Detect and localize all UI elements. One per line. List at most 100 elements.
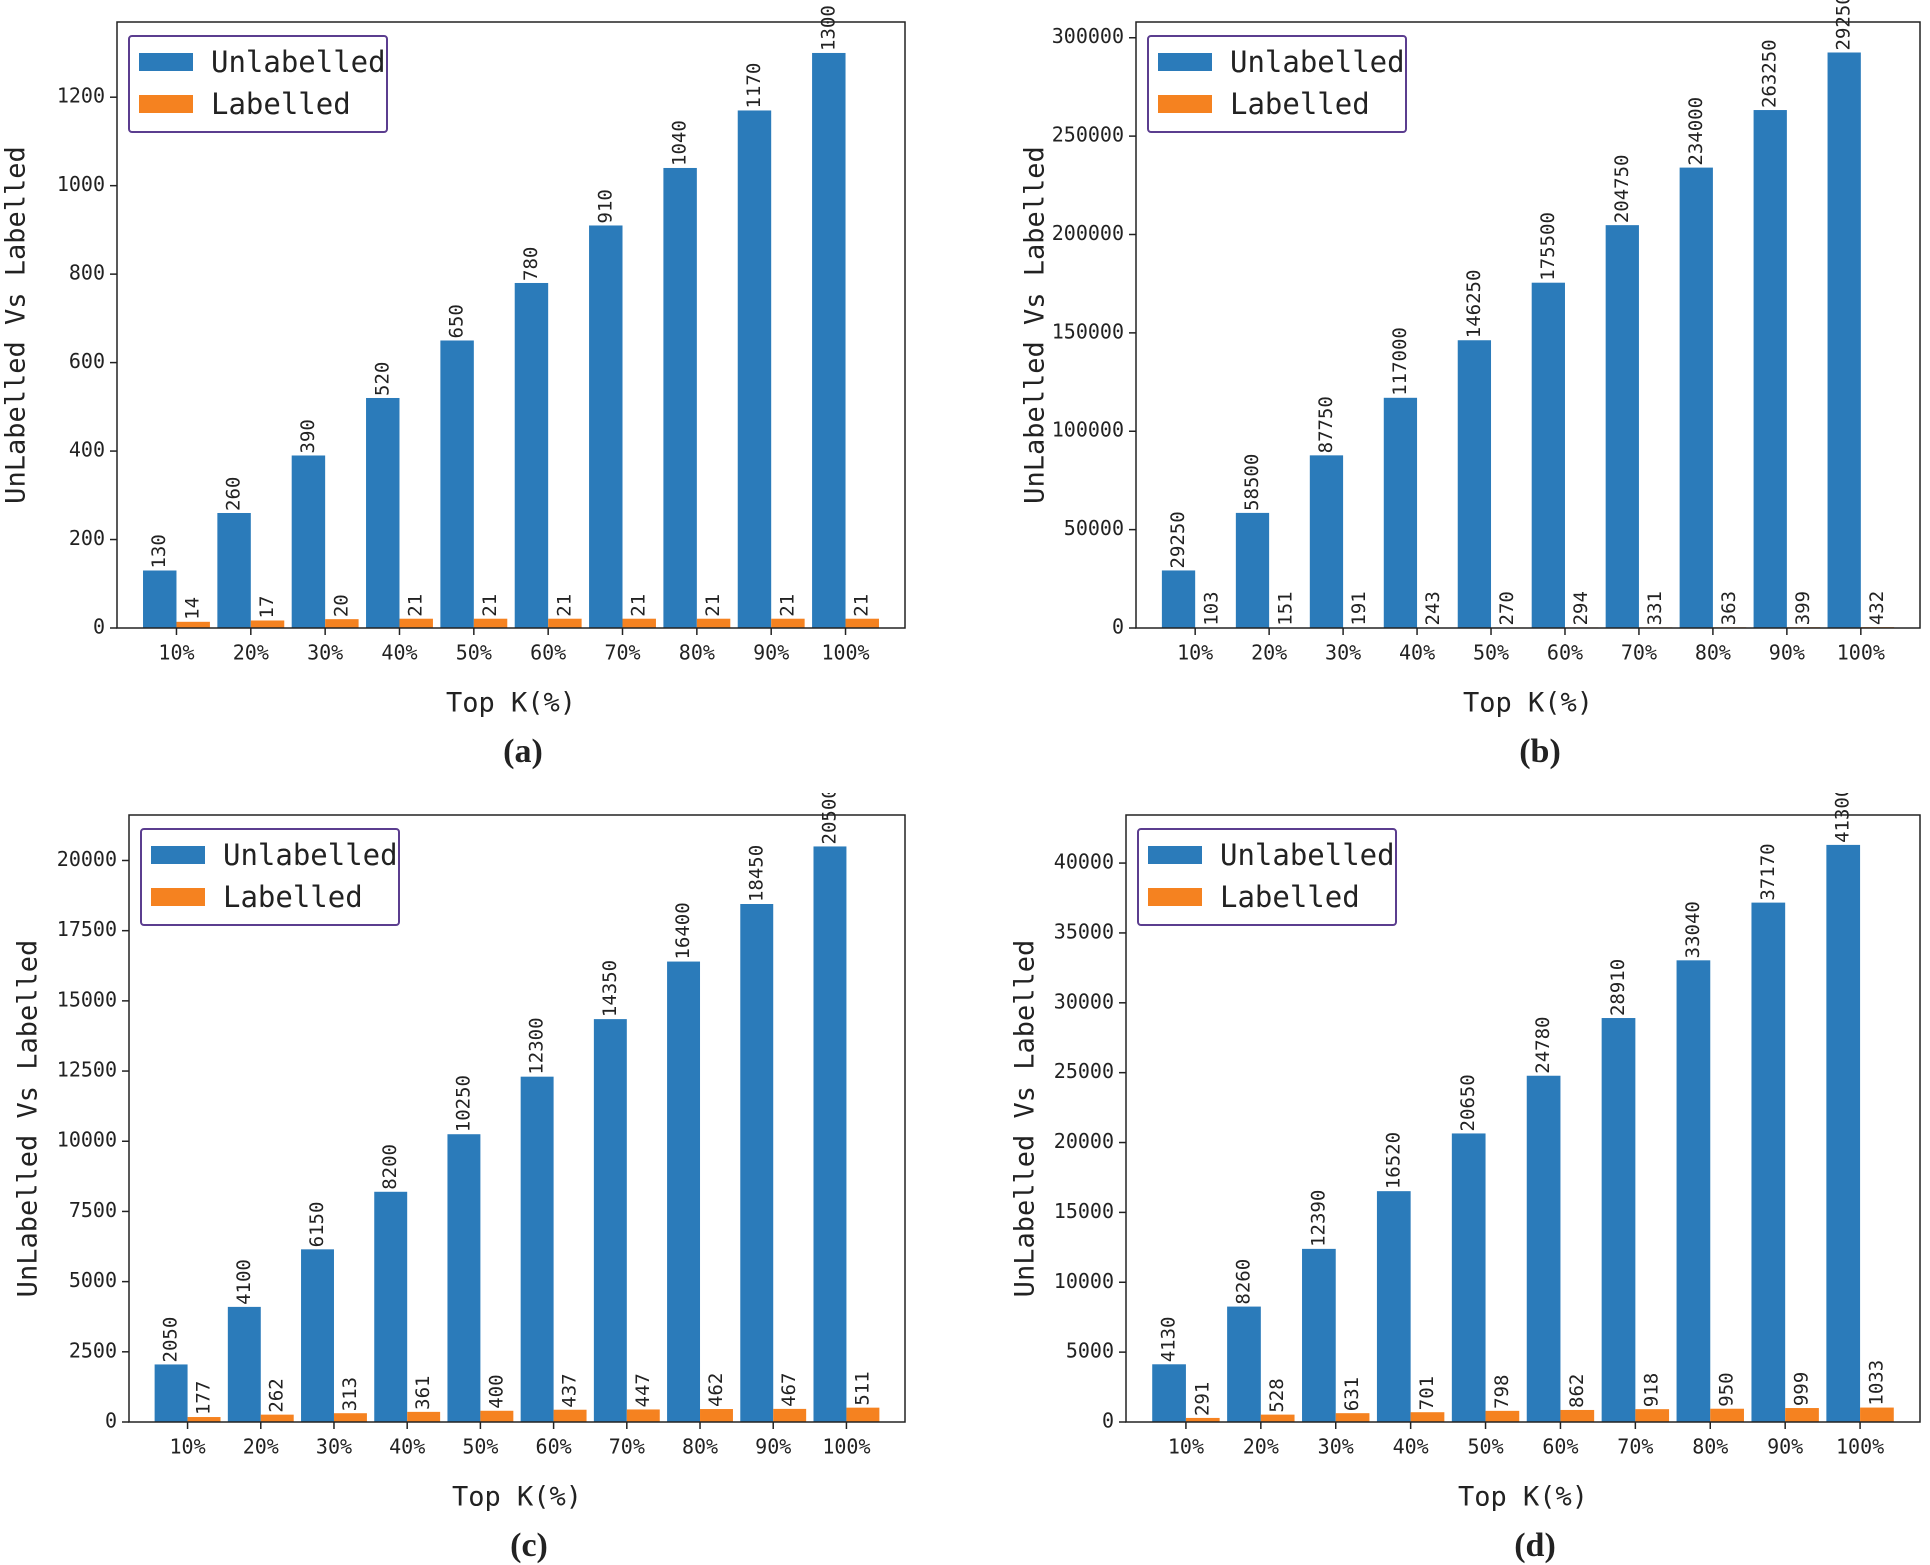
- x-tick-label: 30%: [307, 641, 343, 665]
- bar: [1676, 960, 1711, 1422]
- plot-frame: [1125, 814, 1921, 1423]
- data-label: 12390: [1307, 1190, 1329, 1247]
- bar: [440, 340, 474, 628]
- x-tick-label: 10%: [170, 1435, 206, 1459]
- data-label: 16520: [1382, 1132, 1404, 1189]
- x-tick-label: 90%: [1769, 641, 1805, 665]
- bar: [1751, 902, 1786, 1422]
- bar: [548, 618, 582, 628]
- bar: [480, 1410, 514, 1422]
- bar: [1710, 1408, 1744, 1422]
- data-label: 260: [223, 477, 245, 511]
- x-tick-label: 80%: [679, 641, 715, 665]
- x-tick-label: 60%: [1542, 1435, 1578, 1459]
- bar: [1635, 1409, 1670, 1422]
- bar: [514, 282, 549, 628]
- data-label: 918: [1641, 1373, 1663, 1407]
- data-label: 130: [148, 534, 170, 568]
- data-label: 798: [1491, 1375, 1513, 1409]
- data-label: 701: [1416, 1376, 1438, 1410]
- bar: [520, 1076, 554, 1422]
- y-tick-label: 5000: [69, 1268, 117, 1292]
- data-label: 87750: [1315, 396, 1337, 453]
- bar: [154, 1364, 188, 1422]
- bar: [1410, 1412, 1445, 1422]
- data-label: 20650: [1457, 1074, 1479, 1131]
- data-label: 950: [1716, 1372, 1738, 1406]
- legend-swatch: [1158, 53, 1212, 71]
- data-label: 21: [776, 594, 798, 617]
- plot-frame: [128, 814, 906, 1423]
- data-label: 8200: [379, 1144, 401, 1190]
- data-label: 37170: [1757, 843, 1779, 900]
- data-label: 6150: [306, 1202, 328, 1248]
- y-tick-label: 17500: [57, 917, 117, 941]
- plot-frame: [1135, 21, 1921, 629]
- legend-label: Labelled: [223, 880, 363, 914]
- legend-swatch: [1148, 888, 1202, 906]
- plot-frame: [116, 21, 906, 629]
- x-axis-label: Top K(%): [1463, 688, 1593, 719]
- x-tick-label: 10%: [1177, 641, 1213, 665]
- caption: (c): [510, 1527, 548, 1564]
- bar: [187, 1417, 221, 1422]
- bar: [1753, 110, 1787, 629]
- legend-box: [140, 828, 400, 926]
- data-label: 528: [1266, 1378, 1288, 1412]
- x-tick-label: 20%: [1243, 1435, 1279, 1459]
- bar: [845, 618, 879, 628]
- legend-label: Labelled: [1220, 880, 1360, 914]
- bar: [333, 1413, 367, 1422]
- legend-swatch: [1158, 95, 1212, 113]
- bar: [626, 1409, 660, 1422]
- bar: [217, 512, 251, 628]
- data-label: 21: [479, 594, 501, 617]
- legend-swatch: [139, 53, 193, 71]
- bar: [553, 1409, 587, 1422]
- y-tick-label: 1200: [57, 84, 105, 108]
- chart-panel: 0 50000 100000 150000 200000 250000 300000 2925…: [1020, 0, 1921, 770]
- y-axis-label: UnLabelled Vs Labelled: [1020, 146, 1051, 504]
- y-tick-label: 50000: [1064, 516, 1124, 540]
- x-tick-label: 40%: [1399, 641, 1435, 665]
- data-label: 177: [193, 1381, 215, 1415]
- data-label: 8260: [1232, 1259, 1254, 1305]
- data-label: 292500: [1833, 0, 1855, 50]
- x-axis-label: Top K(%): [452, 1482, 582, 1513]
- legend-box: [128, 35, 388, 133]
- bar: [1161, 570, 1196, 628]
- y-tick-label: 800: [69, 261, 105, 285]
- y-tick-label: 2500: [69, 1338, 117, 1362]
- x-tick-label: 40%: [389, 1435, 425, 1459]
- x-tick-label: 90%: [753, 641, 789, 665]
- data-labels: 2050 177 4100 262 6150 313 8200 361 10250 400 1230…: [160, 793, 874, 1415]
- data-label: 4100: [233, 1259, 255, 1305]
- data-label: 390: [297, 419, 319, 453]
- data-label: 650: [446, 304, 468, 338]
- bar: [473, 618, 508, 628]
- data-label: 400: [485, 1374, 507, 1408]
- data-label: 33040: [1682, 901, 1704, 958]
- data-label: 41300: [1832, 786, 1854, 843]
- y-tick-label: 10000: [57, 1128, 117, 1152]
- legend-swatch: [139, 95, 193, 113]
- bar: [1376, 1191, 1411, 1422]
- bar: [447, 1134, 481, 1422]
- legend-label: Labelled: [1230, 87, 1370, 121]
- data-label: 270: [1496, 591, 1518, 625]
- y-tick-label: 200: [69, 526, 105, 550]
- bar: [737, 110, 772, 628]
- legend-label: Unlabelled: [211, 45, 386, 79]
- data-labels: 29250 103 58500 151 87750 191 117000 243 146250 2…: [1167, 0, 1888, 626]
- bar: [143, 570, 177, 628]
- bar: [812, 52, 846, 629]
- x-tick-label: 100%: [822, 1435, 870, 1459]
- data-label: 243: [1422, 591, 1444, 625]
- y-tick-label: 25000: [1054, 1059, 1114, 1083]
- x-tick-label: 40%: [1393, 1435, 1429, 1459]
- bar: [260, 1414, 294, 1422]
- bar: [325, 619, 359, 628]
- legend-label: Unlabelled: [1220, 838, 1395, 872]
- caption: (a): [503, 733, 543, 770]
- y-axis-label: UnLabelled Vs Labelled: [13, 940, 44, 1298]
